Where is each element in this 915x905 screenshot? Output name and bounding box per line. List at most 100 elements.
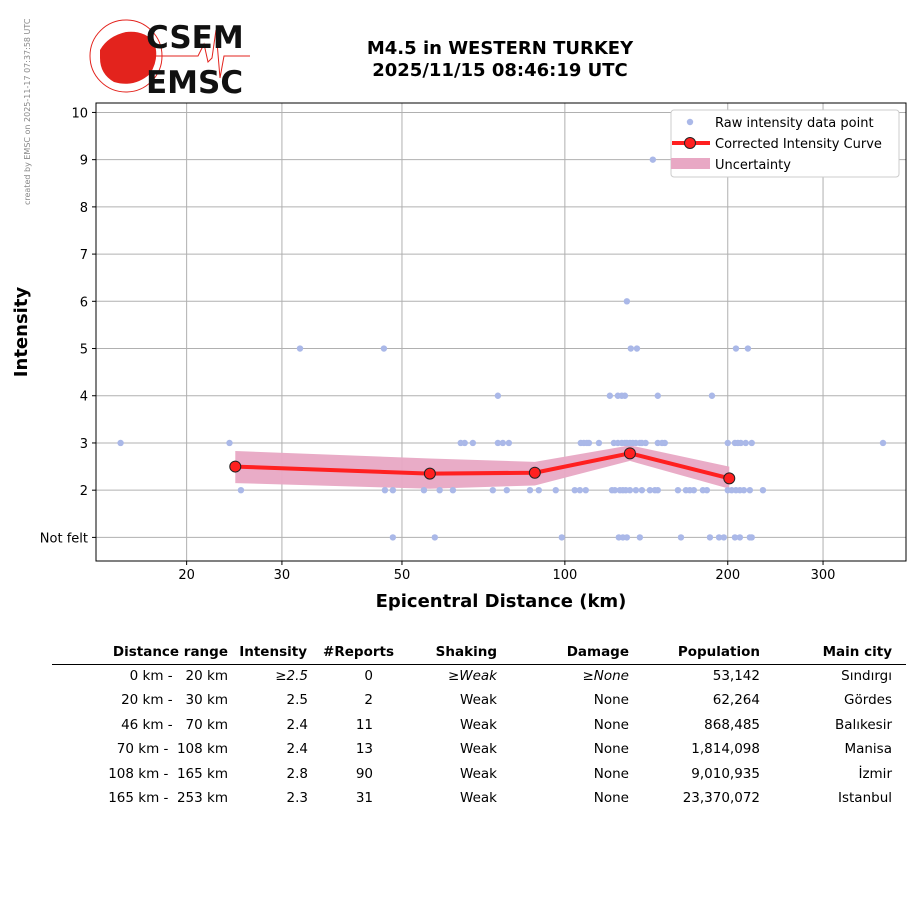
raw-data-point xyxy=(571,486,578,494)
raw-data-point xyxy=(744,345,752,352)
uncertainty-band xyxy=(235,445,730,489)
legend-raw-marker xyxy=(686,118,694,126)
legend-label: Corrected Intensity Curve xyxy=(715,137,882,152)
raw-data-point xyxy=(674,486,682,494)
table-cell: İzmir xyxy=(858,765,892,782)
raw-data-point xyxy=(742,439,749,447)
table-cell: None xyxy=(593,765,629,782)
table-cell: Weak xyxy=(460,692,497,709)
table-cell: 13 xyxy=(355,741,373,758)
y-tick-label: Not felt xyxy=(40,531,88,546)
raw-data-point xyxy=(736,534,744,541)
raw-data-point xyxy=(690,486,698,494)
raw-data-point xyxy=(499,439,507,447)
intensity-chart: 20 30 50 100 200 300 Not felt 2 3 4 5 6 7 8 9 10 Epicent… xyxy=(11,102,907,612)
table-cell: 2 xyxy=(364,692,373,709)
y-tick-label: 10 xyxy=(71,106,88,121)
table-cell: None xyxy=(593,790,629,806)
x-tick-label: 50 xyxy=(394,568,411,583)
legend-uncertainty-swatch xyxy=(671,158,710,169)
table-cell: Gördes xyxy=(844,692,892,709)
raw-data-point xyxy=(623,534,631,541)
raw-data-point xyxy=(759,486,767,494)
legend-label: Uncertainty xyxy=(715,158,791,173)
raw-data-point xyxy=(606,392,614,399)
raw-data-point xyxy=(505,439,513,447)
title-time: 2025/11/15 08:46:19 UTC xyxy=(372,60,628,81)
table-cell: 2.4 xyxy=(286,741,308,758)
raw-data-point xyxy=(535,486,542,494)
table-cell: 23,370,072 xyxy=(682,790,760,806)
table-header: Intensity xyxy=(239,644,307,660)
corrected-curve-point xyxy=(623,447,636,460)
raw-data-point xyxy=(677,534,685,541)
raw-data-point xyxy=(117,439,124,447)
table-cell: 62,264 xyxy=(712,692,760,709)
table-header-rule xyxy=(52,664,906,665)
raw-data-point xyxy=(436,486,443,494)
table-cell: 108 km - 165 km xyxy=(108,765,228,782)
raw-data-point xyxy=(489,486,497,494)
raw-data-point xyxy=(724,439,731,447)
raw-data-point xyxy=(737,439,744,447)
raw-data-point xyxy=(558,534,565,541)
y-tick-label: 6 xyxy=(80,295,88,310)
table-header: Main city xyxy=(822,644,892,660)
y-tick-label: 7 xyxy=(80,248,88,263)
raw-data-point xyxy=(732,345,740,352)
raw-data-point xyxy=(646,486,654,494)
table-cell: 90 xyxy=(355,765,373,782)
table-cell: None xyxy=(593,692,629,709)
raw-data-point xyxy=(626,486,634,494)
raw-data-point xyxy=(431,534,439,541)
raw-data-point xyxy=(638,486,646,494)
raw-data-point xyxy=(746,486,754,494)
table-cell: 70 km - 108 km xyxy=(116,741,228,758)
table-cell: Weak xyxy=(460,790,497,806)
raw-data-point xyxy=(661,439,669,447)
raw-data-point xyxy=(654,486,661,494)
raw-data-point xyxy=(494,392,502,399)
raw-data-point xyxy=(296,345,304,352)
table-header: Population xyxy=(677,644,760,660)
table-cell: 165 km - 253 km xyxy=(108,790,228,806)
table-cell: 2.5 xyxy=(286,692,308,709)
raw-data-point xyxy=(879,439,887,447)
corrected-curve-point xyxy=(229,460,242,473)
raw-data-point xyxy=(748,439,755,447)
logo-text-csem: CSEM xyxy=(146,20,244,56)
raw-data-point xyxy=(526,486,534,494)
y-tick-label: 9 xyxy=(80,154,88,169)
legend-box xyxy=(670,109,900,178)
table-cell: ≥None xyxy=(582,668,629,684)
plot-frame xyxy=(95,102,907,562)
table-cell: Sındırgı xyxy=(841,668,892,684)
table-header: Shaking xyxy=(435,644,497,660)
table-cell: 2.8 xyxy=(286,765,308,782)
raw-data-point xyxy=(389,534,397,541)
raw-data-point xyxy=(715,534,723,541)
raw-data-point xyxy=(449,486,457,494)
raw-data-point xyxy=(585,439,593,447)
raw-data-point xyxy=(633,345,641,352)
x-axis-label: Epicentral Distance (km) xyxy=(376,591,627,612)
raw-data-point xyxy=(748,534,755,541)
raw-data-point xyxy=(576,486,584,494)
x-tick-label: 30 xyxy=(274,568,291,583)
table-cell: 0 xyxy=(364,668,373,684)
y-axis-label: Intensity xyxy=(11,287,32,378)
corrected-curve-point xyxy=(723,472,736,485)
logo-text-emsc: EMSC xyxy=(146,65,243,98)
raw-data-point xyxy=(469,439,477,447)
raw-data-point xyxy=(621,392,629,399)
table-cell: Weak xyxy=(460,765,497,782)
raw-data-point xyxy=(740,486,748,494)
table-cell: ≥Weak xyxy=(447,668,497,684)
table-cell: Istanbul xyxy=(837,790,892,806)
raw-data-point xyxy=(389,486,397,494)
table-cell: ≥2.5 xyxy=(275,668,308,684)
raw-data-point xyxy=(627,345,635,352)
table-header: Damage xyxy=(566,644,629,660)
table-cell: 0 km - 20 km xyxy=(129,668,228,684)
table-cell: 31 xyxy=(355,790,373,806)
